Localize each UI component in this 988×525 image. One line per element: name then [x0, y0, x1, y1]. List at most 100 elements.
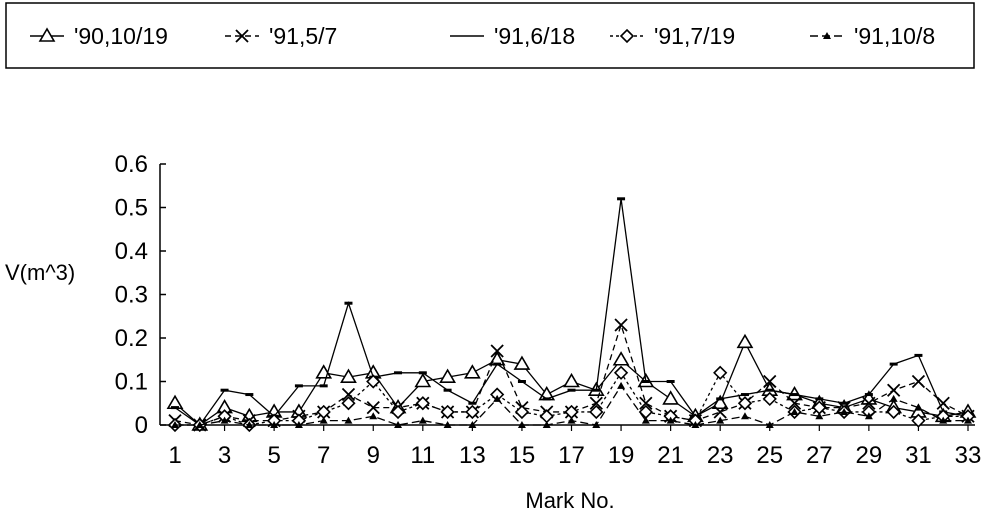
data-point [341, 396, 356, 411]
data-point [319, 384, 328, 388]
y-axis-title: V(m^3) [5, 260, 75, 285]
series-group [166, 197, 977, 433]
x-tick-label: 5 [267, 442, 280, 469]
data-point [245, 393, 254, 397]
data-point [716, 416, 725, 424]
x-tick-label: 1 [168, 442, 181, 469]
data-point [366, 400, 380, 415]
data-point [911, 374, 926, 389]
x-tick-label: 3 [218, 442, 231, 469]
data-point [691, 421, 700, 428]
data-point [713, 365, 728, 380]
data-point [344, 301, 353, 305]
data-point [463, 364, 481, 379]
data-point [270, 421, 279, 428]
y-tick-label: 0 [135, 412, 148, 439]
data-point [563, 372, 580, 388]
legend-marker [619, 28, 635, 44]
y-tick-label: 0.2 [115, 325, 148, 352]
data-point [589, 404, 604, 420]
data-point [964, 416, 972, 424]
data-point [763, 374, 777, 389]
data-point [613, 365, 629, 380]
data-point [294, 384, 303, 388]
data-point [517, 380, 526, 383]
data-point [740, 393, 749, 397]
data-point [513, 355, 531, 370]
series-4 [167, 365, 976, 433]
x-tick-label: 17 [558, 442, 585, 469]
data-point [344, 416, 353, 424]
x-tick-label: 13 [459, 442, 486, 469]
x-tick-label: 23 [707, 442, 734, 469]
x-tick-label: 19 [608, 442, 635, 469]
data-point [617, 381, 626, 389]
y-tick-label: 0.6 [115, 151, 148, 178]
data-point [787, 396, 802, 410]
data-point [711, 394, 729, 410]
data-point [790, 407, 799, 415]
data-point [567, 388, 576, 392]
data-point [490, 344, 504, 358]
x-tick-label: 31 [905, 442, 932, 469]
data-point [889, 394, 898, 402]
data-point [666, 380, 675, 383]
data-point [220, 388, 229, 392]
legend-label: '90,10/19 [74, 23, 168, 49]
data-point [171, 406, 179, 410]
data-point [815, 412, 824, 420]
legend-label: '91,5/7 [269, 23, 337, 49]
x-tick-label: 29 [856, 442, 883, 469]
data-point [889, 362, 898, 366]
legend-label: '91,10/8 [854, 23, 935, 49]
legend-label: '91,6/18 [494, 23, 575, 49]
data-point [418, 416, 427, 424]
data-point [662, 390, 680, 405]
data-point [864, 393, 873, 397]
data-point [220, 416, 229, 424]
data-point [493, 362, 502, 366]
data-point [245, 421, 254, 428]
data-point [394, 371, 403, 375]
data-point [468, 421, 477, 428]
legend-label: '91,7/19 [654, 23, 735, 49]
data-point [765, 388, 774, 392]
data-point [790, 393, 799, 397]
data-point [465, 404, 480, 420]
data-point [493, 394, 502, 402]
data-point [639, 396, 653, 410]
data-point [886, 404, 901, 420]
y-tick-label: 0.5 [115, 195, 148, 222]
data-point [612, 351, 630, 366]
data-point [415, 396, 430, 411]
data-point [294, 421, 303, 428]
data-point [617, 197, 626, 201]
data-point [390, 404, 406, 420]
data-point [762, 391, 777, 407]
legend-entry: '91,10/8 [810, 23, 935, 49]
legend-entry: '91,6/18 [450, 23, 575, 49]
series-3 [171, 197, 972, 427]
x-tick-label: 15 [509, 442, 536, 469]
data-point [765, 421, 774, 428]
data-point [414, 372, 432, 388]
legend-marker [38, 27, 56, 42]
data-point [468, 401, 477, 405]
data-point [589, 396, 603, 410]
data-point [666, 416, 675, 424]
data-point [914, 353, 923, 357]
data-point [319, 416, 328, 424]
legend: '90,10/19 '91,5/7 '91,6/18 '91,7/19 '91,10/8 [5, 2, 975, 69]
data-point [614, 318, 628, 332]
data-point [911, 413, 926, 428]
data-point [737, 396, 753, 411]
data-point [740, 412, 749, 420]
series-5 [171, 381, 972, 428]
data-point [440, 404, 455, 420]
data-point [369, 412, 378, 420]
x-axis-title: Mark No. [525, 488, 614, 513]
x-tick-label: 9 [367, 442, 380, 469]
data-point [862, 396, 876, 410]
x-tick-label: 7 [317, 442, 330, 469]
